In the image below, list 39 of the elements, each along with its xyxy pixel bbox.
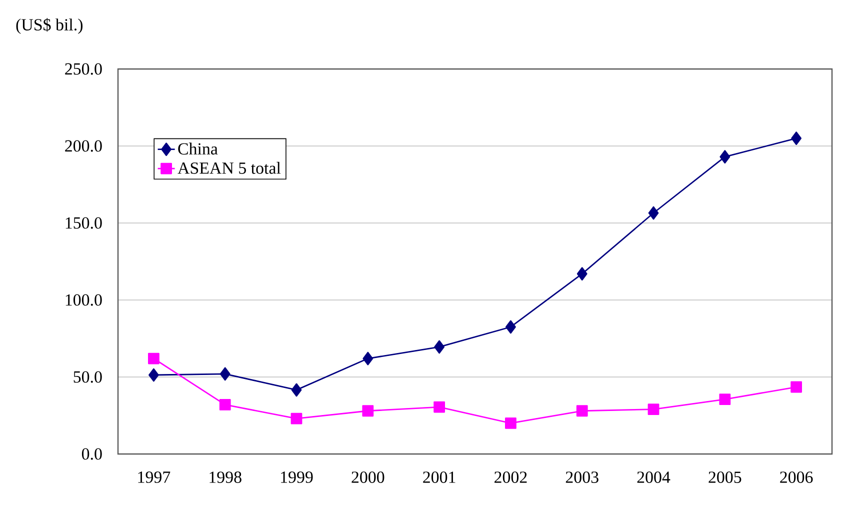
- y-tick-label: 150.0: [66, 217, 102, 229]
- y-tick-label: 250.0: [65, 63, 102, 75]
- point: [362, 405, 374, 417]
- point: [648, 404, 660, 416]
- point: [362, 352, 374, 366]
- point: [506, 320, 516, 334]
- point: [576, 405, 588, 417]
- x-tick-label: 1997: [138, 472, 170, 483]
- point: [148, 352, 160, 364]
- point: [219, 399, 231, 410]
- y-tick-label: 50.0: [74, 371, 102, 383]
- point: [719, 394, 731, 406]
- x-tick-label: 2002: [494, 472, 527, 483]
- x-tick-label: 2000: [352, 472, 384, 483]
- x-tick-label: 1999: [281, 472, 313, 483]
- x-tick-label: 2003: [566, 472, 598, 483]
- point: [791, 132, 802, 145]
- point: [434, 340, 445, 354]
- point: [148, 368, 159, 382]
- point: [720, 150, 730, 164]
- x-tick-label: 2005: [708, 472, 742, 483]
- x-tick-label: 1998: [210, 472, 242, 483]
- point: [220, 367, 230, 381]
- point: [434, 401, 446, 413]
- legend-label: China: [178, 142, 218, 155]
- point: [648, 206, 659, 220]
- point: [291, 383, 302, 397]
- point: [790, 381, 802, 393]
- y-tick-label: 200.0: [65, 140, 102, 152]
- x-tick-label: 2001: [423, 472, 456, 483]
- y-tick-label: 100.0: [66, 294, 102, 306]
- x-tick-label: 2004: [637, 472, 670, 483]
- point: [290, 412, 302, 424]
- point: [505, 418, 516, 429]
- point: [576, 267, 588, 281]
- y-axis-title: (US$ bil.): [16, 18, 83, 34]
- legend-label: ASEAN 5 total: [178, 162, 281, 174]
- y-tick-label: 0.0: [82, 448, 102, 460]
- x-tick-label: 2006: [780, 472, 813, 483]
